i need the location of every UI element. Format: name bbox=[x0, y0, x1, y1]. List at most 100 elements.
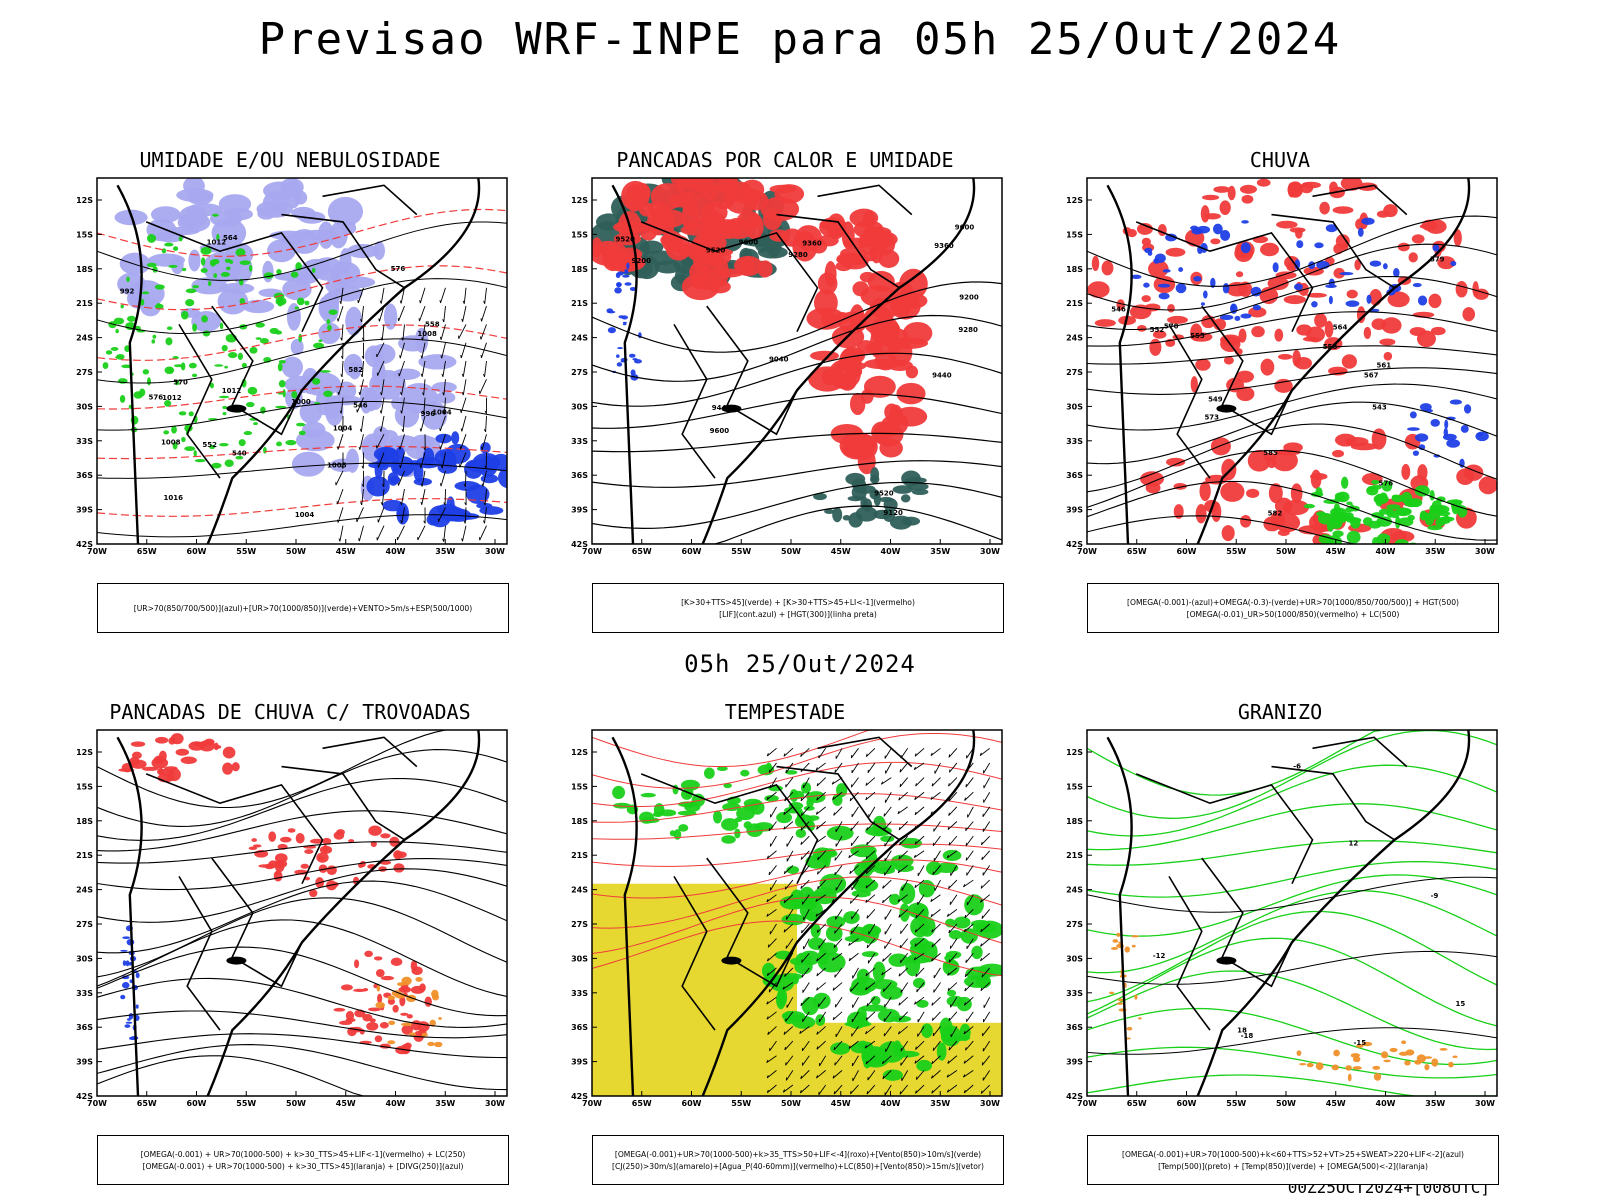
wind-vector bbox=[931, 923, 941, 933]
wind-vector-head bbox=[964, 987, 967, 992]
rain-area bbox=[1462, 307, 1476, 322]
humidity-area bbox=[441, 456, 457, 468]
convection-area bbox=[375, 1001, 385, 1009]
wind-vector bbox=[402, 415, 405, 432]
strong-instability-area bbox=[813, 289, 838, 317]
wind-vector bbox=[832, 952, 843, 961]
strong-wind-area bbox=[746, 823, 764, 838]
wind-vector bbox=[381, 489, 385, 506]
thickness-contour bbox=[97, 445, 507, 460]
map-frame bbox=[591, 177, 1003, 545]
wind-vector bbox=[359, 379, 364, 395]
strong-wind-area bbox=[783, 1011, 795, 1025]
panel-title: CHUVA bbox=[1249, 148, 1311, 172]
wind-vector-head bbox=[800, 812, 803, 816]
low-humidity-contour bbox=[237, 352, 243, 361]
contour-label: 9280 bbox=[958, 326, 978, 334]
wind-vector bbox=[442, 360, 446, 377]
omega-area bbox=[1308, 261, 1316, 270]
geopotential-contour bbox=[592, 460, 1002, 488]
omega-500-area bbox=[1347, 1073, 1352, 1082]
humidity-area-light bbox=[370, 343, 396, 364]
wind-vector bbox=[817, 865, 827, 875]
wind-vector bbox=[934, 762, 941, 774]
wind-vector-head bbox=[833, 1091, 836, 1095]
wind-vector bbox=[882, 894, 892, 904]
contour-label: 576 bbox=[148, 393, 163, 401]
strong-wind-area bbox=[918, 916, 936, 937]
strong-omega-area bbox=[1386, 504, 1401, 510]
strong-omega-area bbox=[1346, 530, 1361, 544]
humidity-area-light bbox=[333, 285, 363, 302]
wind-vector bbox=[848, 1040, 859, 1049]
wind-vector bbox=[482, 470, 487, 487]
omega-500-area bbox=[1333, 1049, 1340, 1057]
instability-area bbox=[813, 492, 827, 501]
wind-vector-head bbox=[463, 483, 466, 487]
legend-line-1: [OMEGA(-0.001)+UR>70(1000-500)+k>35_TTS>… bbox=[614, 1149, 982, 1159]
lat-tick-label: 18S bbox=[76, 265, 93, 274]
omega-500-area bbox=[1405, 1049, 1415, 1056]
strong-instability-area bbox=[894, 406, 928, 427]
rain-area bbox=[1411, 234, 1425, 244]
wind-vector-head bbox=[948, 754, 951, 758]
wind-vector-head bbox=[461, 373, 464, 377]
low-humidity-contour bbox=[277, 298, 284, 307]
wind-vector-head bbox=[965, 827, 967, 831]
rain-area bbox=[1213, 186, 1231, 193]
pressure-contour bbox=[97, 514, 507, 538]
temperature-500-contour bbox=[1087, 876, 1497, 913]
wind-vector bbox=[851, 1026, 859, 1037]
omega-area bbox=[1154, 253, 1166, 263]
wind-vector bbox=[932, 1040, 941, 1051]
wind-vector bbox=[900, 952, 909, 964]
wind-vector bbox=[931, 996, 941, 1006]
lifted-index-contour bbox=[617, 347, 624, 350]
political-border bbox=[322, 736, 418, 768]
wind-vector bbox=[818, 748, 827, 759]
precipitable-water-contour bbox=[592, 823, 1002, 840]
legend-box: [OMEGA(-0.001)-(azul)+OMEGA(-0.3)-(verde… bbox=[1087, 583, 1499, 633]
wind-vector-head bbox=[831, 898, 835, 902]
wind-vector bbox=[884, 909, 892, 920]
omega-area bbox=[1393, 268, 1400, 278]
wind-vector bbox=[458, 324, 467, 339]
wind-vector bbox=[964, 791, 974, 801]
wind-vector bbox=[783, 1026, 794, 1035]
wind-vector-head bbox=[948, 929, 951, 934]
wind-vector-head bbox=[423, 520, 426, 524]
wind-vector bbox=[979, 747, 990, 756]
lat-tick-label: 18S bbox=[1066, 265, 1083, 274]
wind-vector-head bbox=[915, 783, 917, 787]
wind-vector-head bbox=[462, 300, 465, 304]
lifted-index-contour bbox=[624, 282, 632, 286]
wind-vector bbox=[917, 894, 925, 906]
wind-vector bbox=[965, 821, 974, 831]
wind-vector bbox=[864, 1040, 876, 1049]
wind-vector bbox=[963, 1084, 974, 1094]
thunderstorm-area bbox=[375, 969, 385, 978]
omega-area bbox=[1412, 283, 1422, 288]
strong-instability-area bbox=[884, 403, 900, 421]
wind-vector bbox=[464, 470, 467, 487]
wind-vector-head bbox=[832, 987, 835, 991]
lon-tick-label: 45W bbox=[336, 547, 356, 556]
strong-wind-area bbox=[801, 996, 819, 1016]
lat-tick-label: 12S bbox=[76, 196, 93, 205]
wind-vector bbox=[884, 791, 892, 803]
rain-area bbox=[1148, 260, 1169, 278]
wind-vector-head bbox=[379, 428, 382, 432]
wind-vector bbox=[949, 894, 958, 905]
wind-vector bbox=[897, 865, 908, 874]
contour-label: 9520 bbox=[874, 489, 894, 497]
wind-vector bbox=[884, 923, 892, 935]
thunderstorm-area bbox=[392, 1004, 399, 1013]
lat-tick-label: 15S bbox=[76, 782, 93, 791]
wind-vector bbox=[865, 747, 876, 757]
lifted-index-contour bbox=[614, 287, 622, 294]
instability-area bbox=[872, 509, 893, 520]
wind-vector bbox=[898, 909, 909, 918]
wind-vector-head bbox=[948, 1047, 951, 1051]
contour-label: -6 bbox=[1293, 763, 1301, 771]
